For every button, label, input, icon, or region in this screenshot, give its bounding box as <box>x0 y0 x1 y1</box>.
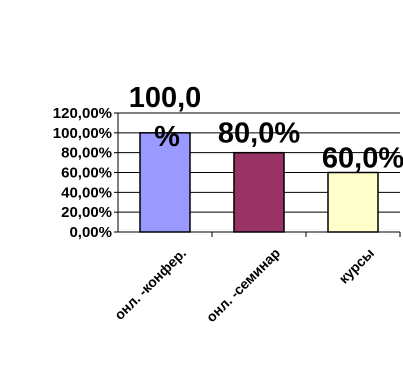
data-label: 60,0% <box>322 143 403 175</box>
category-labels: онл. -конфер. онл. -семинар курсы <box>111 245 377 325</box>
y-tick-label: 0,00% <box>69 224 112 241</box>
bar <box>233 151 285 233</box>
y-tick-label: 80,00% <box>61 145 112 162</box>
bars <box>139 132 401 237</box>
category-label: курсы <box>335 245 377 287</box>
y-tick-label: 60,00% <box>61 165 112 182</box>
category-label: онл. -конфер. <box>111 245 189 323</box>
y-tick-label: 20,00% <box>61 204 112 221</box>
bar <box>139 132 191 233</box>
y-tick-label: 120,00% <box>53 105 112 122</box>
y-tick-labels: 0,00% 20,00% 40,00% 60,00% 80,00% 100,00% 120,… <box>53 105 112 241</box>
data-labels: 100,0% 80,0% 60,0% <box>129 82 403 175</box>
y-tick-label: 40,00% <box>61 184 112 201</box>
data-label: 80,0% <box>218 118 300 150</box>
y-tick-label: 100,00% <box>53 125 112 142</box>
data-label: 100,0% <box>129 82 202 153</box>
category-label: онл. -семинар <box>203 245 283 325</box>
bar <box>327 171 379 233</box>
